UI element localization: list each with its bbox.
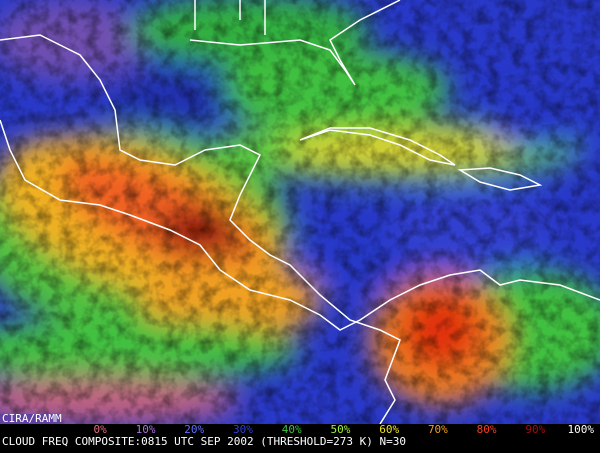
legend-label: 100% [568, 423, 595, 436]
credit: CIRA/RAMM [2, 412, 62, 425]
legend-bg [60, 424, 600, 436]
legend-label: 10% [136, 423, 156, 436]
caption-bg [0, 436, 600, 449]
coastlines [0, 0, 600, 425]
legend-label: 60% [379, 423, 399, 436]
legend-label: 80% [477, 423, 497, 436]
credit-bg [0, 414, 60, 424]
caption: CLOUD FREQ COMPOSITE:0815 UTC SEP 2002 (… [2, 435, 406, 448]
legend: 0% 10% 20% 30% 40% 50% 60% 70% 80% 90% 100% [93, 423, 594, 436]
cloud-field [0, 0, 600, 424]
legend-label: 20% [184, 423, 204, 436]
legend-label: 50% [330, 423, 350, 436]
legend-label: 0% [93, 423, 107, 436]
legend-label: 30% [233, 423, 253, 436]
texture [0, 0, 600, 424]
legend-label: 40% [282, 423, 302, 436]
legend-label: 70% [428, 423, 448, 436]
legend-label: 90% [525, 423, 545, 436]
